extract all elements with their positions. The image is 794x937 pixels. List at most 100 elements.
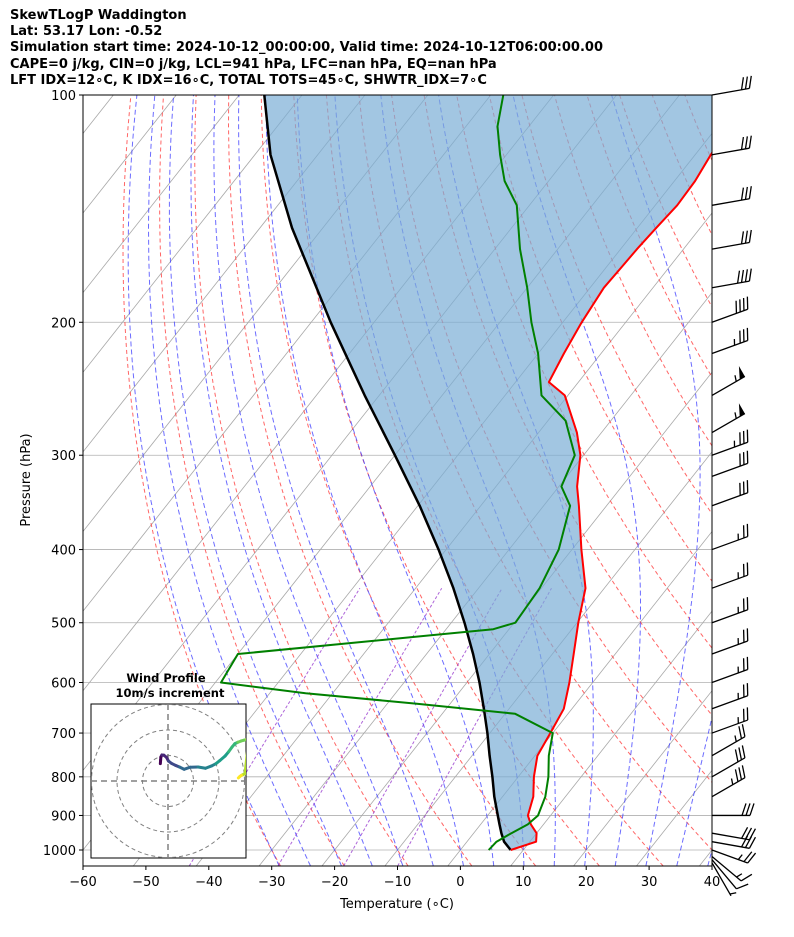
x-tick-label: −50: [132, 875, 159, 890]
barb-staff: [711, 668, 748, 684]
hodograph-subtitle: 10m/s increment: [116, 686, 225, 700]
barb-full: [738, 747, 743, 760]
barb-full: [748, 836, 757, 849]
isotherm: [573, 690, 712, 866]
wind-barb: [711, 656, 749, 684]
barb-staff: [711, 147, 750, 156]
wind-barb: [711, 229, 752, 250]
barb-flag: [738, 403, 745, 417]
barb-staff: [711, 841, 750, 849]
x-tick-label: 10: [515, 875, 532, 890]
y-tick-label: 600: [51, 677, 76, 692]
wind-barb: [711, 523, 749, 551]
dry-adiabat: [260, 95, 537, 866]
barb-full: [741, 765, 746, 778]
barb-half: [729, 892, 737, 895]
barb-half: [730, 778, 734, 785]
barb-staff: [711, 198, 750, 206]
barb-full: [747, 852, 757, 864]
barb-full: [734, 749, 739, 762]
barb-staff: [711, 441, 748, 456]
hodograph-segment: [243, 750, 246, 776]
wind-barb: [711, 707, 749, 734]
barb-full: [748, 75, 752, 89]
barb-staff: [711, 859, 737, 890]
barb-staff: [711, 640, 748, 655]
wind-barb: [712, 803, 755, 817]
barb-full: [734, 769, 739, 782]
isotherm: [321, 371, 712, 866]
x-tick-label: −10: [384, 875, 411, 890]
header: SkewTLogP Waddington Lat: 53.17 Lon: -0.…: [10, 8, 780, 89]
cin-cape-shading: [264, 95, 712, 850]
barb-full: [740, 136, 745, 150]
dry-adiabat: [122, 95, 281, 866]
barb-full: [748, 186, 752, 199]
hodograph-title: Wind Profile: [126, 671, 206, 685]
wind-barb: [711, 450, 749, 478]
barb-full: [744, 269, 748, 282]
wind-barb: [711, 826, 757, 841]
barb-staff: [711, 535, 748, 551]
barb-staff: [711, 574, 748, 589]
barb-full: [749, 803, 755, 816]
barb-full: [744, 136, 748, 149]
barb-full: [744, 230, 748, 244]
wind-barb: [711, 765, 746, 798]
barb-full: [740, 231, 745, 244]
hodograph-segment: [236, 774, 242, 780]
moist-adiabat: [512, 95, 641, 866]
barb-staff: [711, 832, 750, 841]
barb-staff: [711, 308, 748, 323]
barb-full: [740, 269, 745, 283]
wind-barb: [711, 628, 749, 655]
barb-full: [748, 229, 752, 243]
wind-barb: [711, 562, 749, 589]
mixing-ratio-line: [343, 587, 503, 866]
wind-barbs: [711, 75, 757, 897]
y-tick-label: 900: [51, 809, 76, 824]
barb-staff: [711, 87, 750, 96]
barb-staff: [711, 375, 746, 397]
barb-full: [738, 726, 743, 739]
barb-flag: [738, 366, 745, 380]
barb-full: [736, 270, 741, 284]
dry-adiabat: [717, 95, 794, 866]
hodograph-inset: Wind Profile 10m/s increment: [90, 671, 247, 859]
barb-full: [741, 724, 746, 737]
barb-half: [737, 854, 743, 860]
barb-full: [740, 77, 745, 90]
dewpoint-line: [220, 95, 576, 851]
dry-adiabat: [783, 95, 794, 866]
y-tick-label: 1000: [43, 844, 76, 859]
barb-staff: [711, 339, 748, 355]
barb-half: [734, 412, 737, 419]
location: Lat: 53.17 Lon: -0.52: [10, 24, 163, 40]
isotherm: [762, 95, 794, 866]
wind-barb: [711, 135, 752, 156]
wind-barb: [711, 724, 746, 757]
y-tick-label: 300: [51, 449, 76, 464]
x-tick-label: 0: [456, 875, 464, 890]
wind-barb: [711, 403, 746, 434]
x-tick-label: −40: [195, 875, 222, 890]
moist-adiabat: [127, 95, 280, 866]
barb-staff: [711, 855, 742, 882]
barb-staff: [711, 492, 748, 507]
y-tick-label: 100: [51, 89, 76, 104]
barb-full: [744, 186, 748, 200]
x-tick-label: −60: [69, 875, 96, 890]
moist-adiabat: [168, 95, 342, 866]
wind-barb: [711, 849, 757, 864]
y-tick-label: 700: [51, 727, 76, 742]
barb-half: [736, 873, 743, 878]
temperature-line: [510, 151, 712, 851]
y-axis-label: Pressure (hPa): [19, 433, 34, 526]
moist-adiabat: [147, 95, 311, 866]
moist-adiabat: [296, 95, 495, 866]
barb-staff: [711, 241, 750, 250]
wind-barb: [711, 268, 752, 289]
moist-adiabat: [739, 78, 794, 866]
x-tick-label: 40: [704, 875, 721, 890]
x-tick-label: −30: [258, 875, 285, 890]
